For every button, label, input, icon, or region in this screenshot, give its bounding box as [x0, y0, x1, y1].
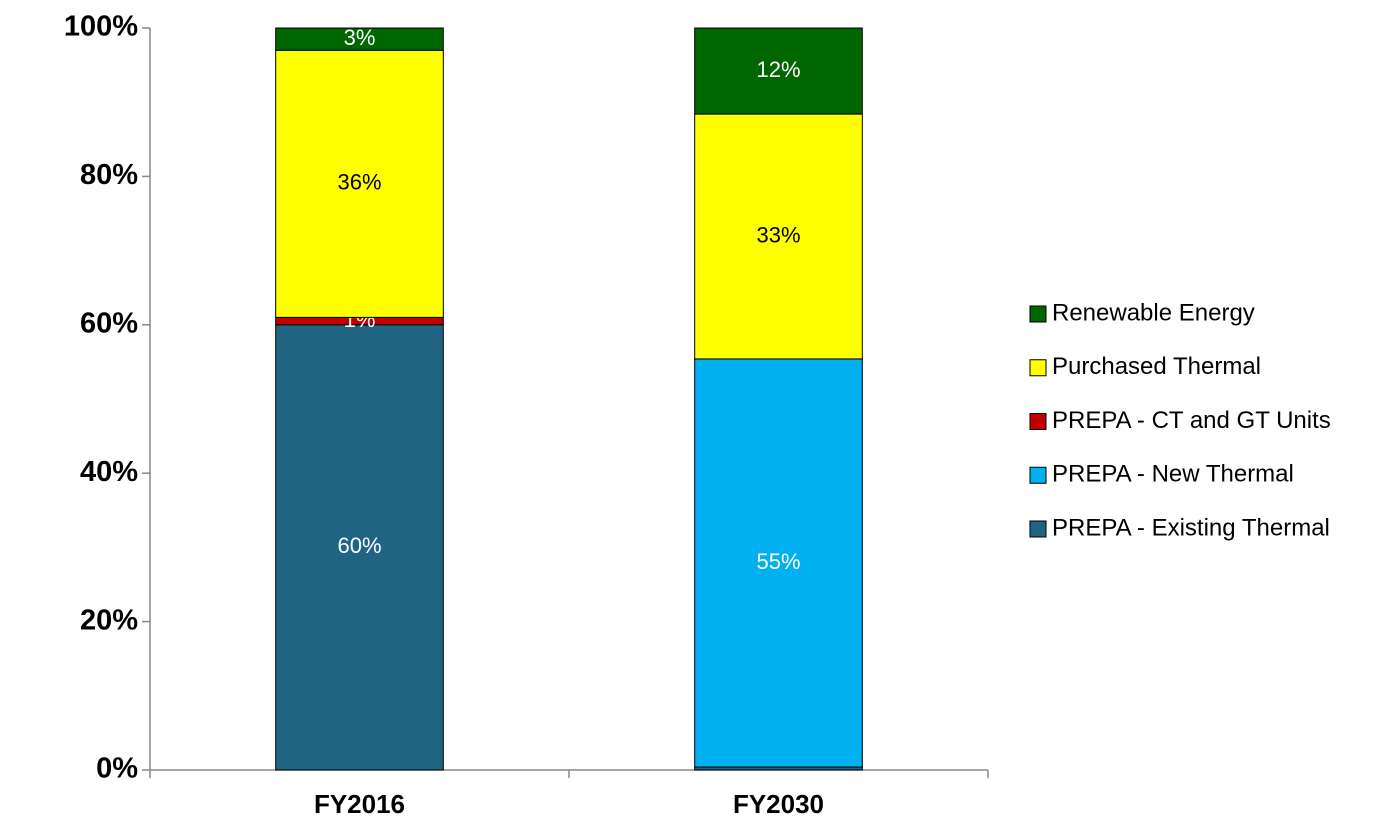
legend-swatch — [1029, 466, 1047, 484]
legend-label: Purchased Thermal — [1052, 353, 1261, 380]
x-tick-label: FY2016 — [314, 789, 405, 819]
y-tick-label: 0% — [96, 753, 138, 785]
x-tick-label: FY2030 — [733, 789, 824, 819]
bar-segment — [694, 358, 863, 768]
bar-segment — [275, 324, 444, 771]
y-tick-label: 80% — [80, 159, 138, 191]
bar-segment — [275, 27, 444, 51]
legend-label: PREPA - New Thermal — [1052, 461, 1294, 488]
data-label: 55% — [756, 549, 800, 574]
bar-segment — [694, 27, 863, 115]
data-label: 33% — [756, 222, 800, 247]
bar-segment — [275, 49, 444, 318]
data-label: 3% — [344, 25, 376, 50]
legend-swatch — [1029, 359, 1047, 377]
y-tick-label: 40% — [80, 456, 138, 488]
y-tick-label: 100% — [64, 11, 138, 43]
legend-swatch — [1029, 413, 1047, 430]
y-tick-label: 60% — [80, 307, 138, 339]
legend-swatch — [1029, 305, 1047, 323]
legend-swatch — [1029, 520, 1047, 538]
bar-segment — [694, 113, 863, 360]
legend-label: PREPA - CT and GT Units — [1052, 407, 1331, 434]
legend-label: PREPA - Existing Thermal — [1052, 514, 1330, 541]
y-tick-label: 20% — [80, 604, 138, 636]
legend-label: Renewable Energy — [1052, 299, 1255, 326]
data-label: 36% — [337, 170, 381, 195]
data-label: 60% — [337, 533, 381, 558]
data-label: 12% — [756, 57, 800, 82]
